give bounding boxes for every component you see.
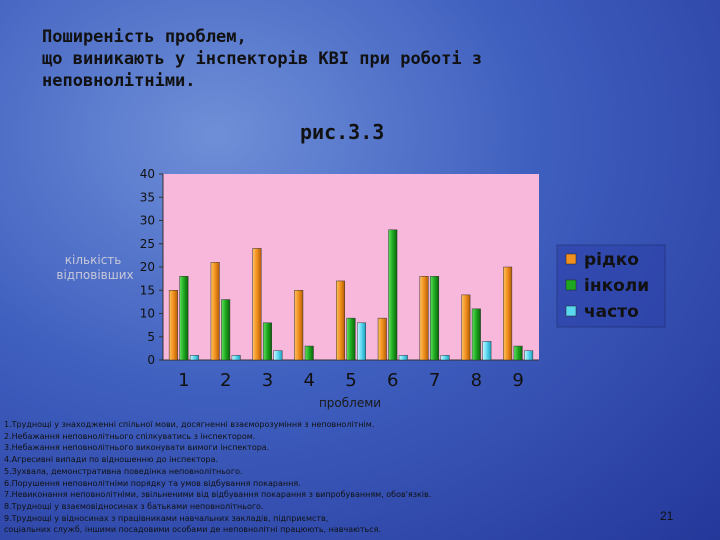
- x-tick-label: 4: [303, 370, 314, 391]
- bar-inkoly: [388, 229, 398, 361]
- bar-chasto: [273, 350, 283, 361]
- x-tick-label: 1: [178, 370, 189, 391]
- bar-chasto: [189, 355, 199, 361]
- bar-inkoly: [430, 276, 440, 361]
- y-tick-labels: 0 5 10 15 20 25 30 35 40: [140, 167, 163, 367]
- legend-swatch: [565, 279, 577, 291]
- problem-note: 1.Труднощі у знаходженні спільної мови, …: [4, 420, 375, 429]
- legend-swatch: [565, 253, 577, 265]
- bars: [168, 229, 534, 361]
- bar-ridko: [252, 248, 262, 361]
- y-tick-label: 10: [140, 307, 155, 321]
- y-tick-label: 40: [140, 167, 155, 181]
- bar-ridko: [377, 317, 387, 361]
- bar-chasto: [524, 350, 534, 361]
- bar-ridko: [210, 262, 220, 361]
- bar-chasto: [440, 355, 450, 361]
- bar-chasto: [482, 341, 492, 361]
- y-axis-label: кількість відповівших: [56, 253, 133, 282]
- bar-ridko: [168, 290, 178, 361]
- y-tick-label: 20: [140, 260, 155, 274]
- bar-inkoly: [262, 322, 272, 361]
- legend-swatch: [565, 305, 577, 317]
- y-tick-label: 25: [140, 237, 155, 251]
- legend: рідко інколи часто: [556, 244, 666, 328]
- problem-note: 6.Порушення неповнолітніми порядку та ум…: [4, 478, 301, 488]
- bar-ridko: [294, 290, 304, 361]
- y-tick-label: 5: [147, 330, 155, 344]
- y-tick-label: 15: [140, 283, 155, 297]
- bar-inkoly: [179, 276, 189, 361]
- x-tick-label: 5: [345, 370, 356, 391]
- legend-label: інколи: [584, 276, 649, 296]
- y-axis-label-line-1: кількість: [65, 253, 122, 267]
- slide-title: Поширеність проблем, що виникають у інсп…: [42, 27, 483, 91]
- x-tick-label: 3: [262, 370, 273, 391]
- problem-notes: 1.Труднощі у знаходженні спільної мови, …: [4, 419, 644, 536]
- bar-ridko: [461, 294, 471, 361]
- bar-chasto: [398, 355, 408, 361]
- page-number: 21: [660, 509, 674, 523]
- bar-inkoly: [471, 308, 481, 361]
- problem-note: 8.Труднощі у взаємовідносинах з батьками…: [4, 501, 264, 511]
- bar-ridko: [336, 280, 345, 361]
- bar-ridko: [503, 266, 513, 361]
- y-tick-label: 35: [140, 190, 155, 204]
- bar-chart: 0 5 10 15 20 25 30 35 40 1 2 3 4 5 6 7 8 9 проблеми кіль…: [56, 167, 666, 410]
- figure-label: рис.3.3: [300, 120, 385, 144]
- bar-ridko: [419, 276, 429, 361]
- problem-note: 9.Труднощі у відносинах з працівниками н…: [4, 513, 329, 523]
- x-axis-label: проблеми: [319, 396, 381, 410]
- x-tick-label: 2: [220, 370, 231, 391]
- bar-chasto: [231, 355, 241, 361]
- x-tick-label: 8: [471, 370, 482, 391]
- x-tick-label: 6: [387, 370, 398, 391]
- y-tick-label: 0: [147, 353, 155, 367]
- problem-note: 3.Небажання неповнолітнього виконувати в…: [4, 443, 270, 453]
- x-tick-label: 9: [512, 370, 523, 391]
- bar-inkoly: [513, 345, 523, 361]
- problem-note: 2.Небажання неповнолітнього спілкуватись…: [4, 431, 256, 441]
- bar-chasto: [357, 322, 366, 361]
- problem-note: 4.Агресивні випади по відношенню до інсп…: [4, 455, 219, 465]
- y-tick-label: 30: [140, 214, 155, 228]
- problem-note: соціальних служб, іншими посадовими особ…: [4, 525, 381, 535]
- legend-label: рідко: [584, 250, 639, 270]
- legend-label: часто: [584, 302, 639, 322]
- bar-inkoly: [304, 345, 314, 361]
- problem-note: 7.Невиконання неповнолітніми, звільненим…: [4, 490, 432, 500]
- x-tick-label: 7: [429, 370, 440, 391]
- y-axis-label-line-2: відповівших: [56, 268, 133, 282]
- bar-inkoly: [221, 299, 231, 361]
- x-tick-labels: 1 2 3 4 5 6 7 8 9: [178, 370, 524, 391]
- problem-note: 5.Зухвала, демонстративна поведінка непо…: [4, 466, 243, 476]
- bar-inkoly: [346, 317, 356, 361]
